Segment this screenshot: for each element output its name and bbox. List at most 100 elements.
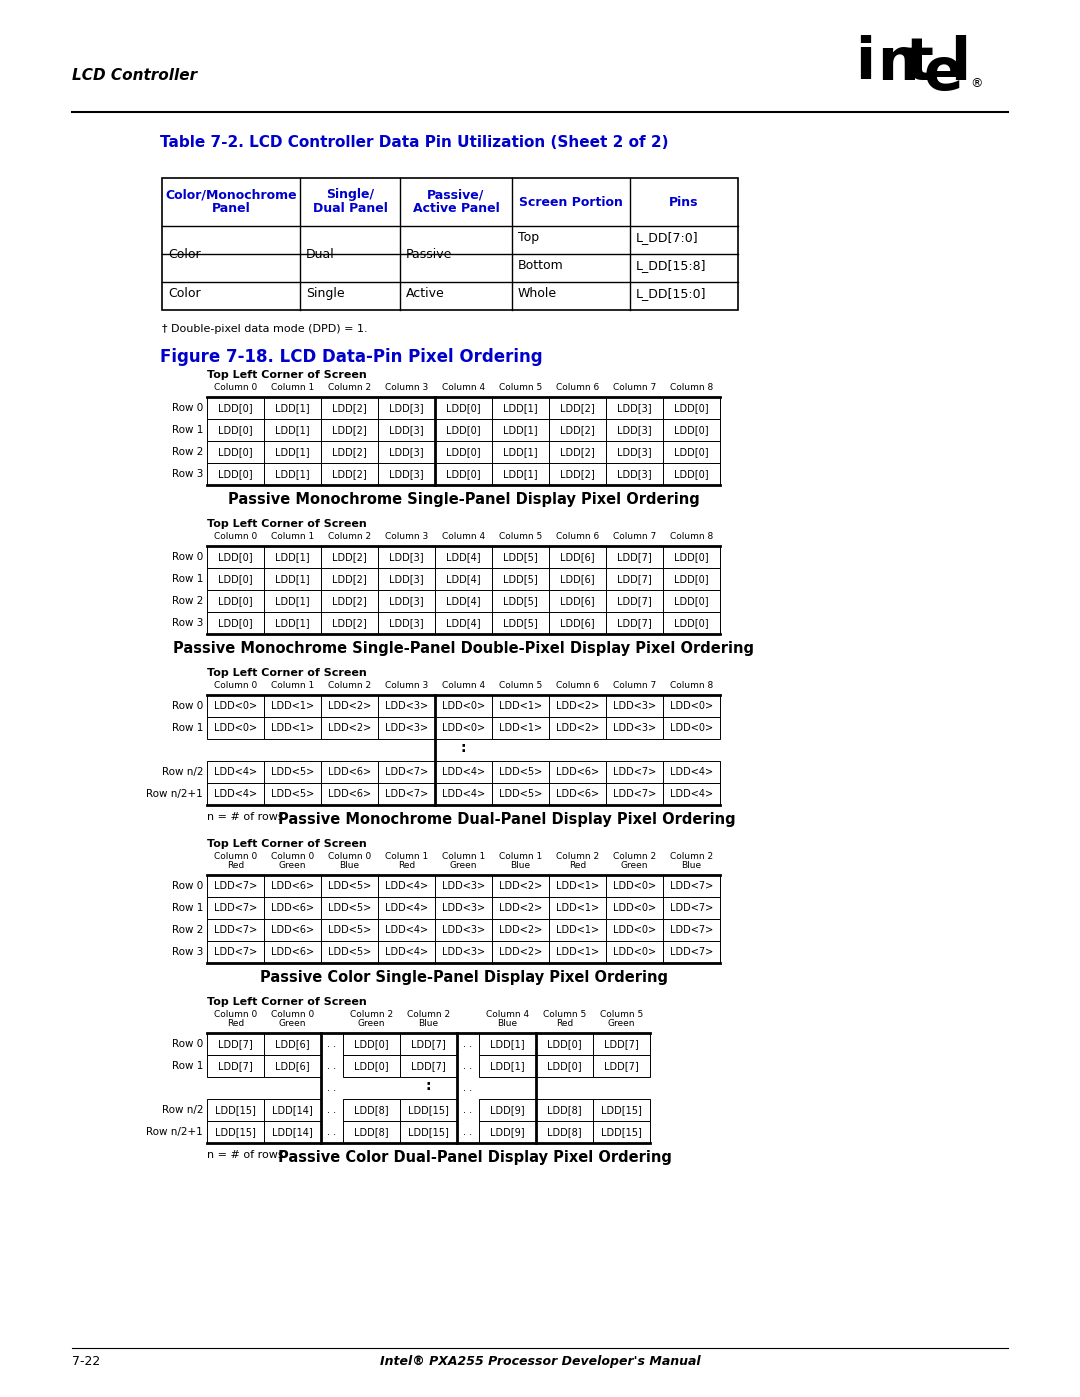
Text: LDD<0>: LDD<0> — [442, 701, 485, 711]
Text: LDD<3>: LDD<3> — [384, 724, 428, 733]
Bar — [663, 612, 720, 634]
Text: Row 1: Row 1 — [172, 902, 203, 914]
Text: Intel® PXA255 Processor Developer's Manual: Intel® PXA255 Processor Developer's Manu… — [380, 1355, 700, 1368]
Text: Row 3: Row 3 — [172, 469, 203, 479]
Text: LDD<2>: LDD<2> — [499, 925, 542, 935]
Text: Whole: Whole — [518, 286, 557, 300]
Text: LDD<7>: LDD<7> — [612, 767, 657, 777]
Text: Pins: Pins — [670, 196, 699, 210]
Text: Red: Red — [227, 861, 244, 870]
Text: LDD[0]: LDD[0] — [218, 402, 253, 414]
Text: LDD[0]: LDD[0] — [218, 574, 253, 584]
Text: LCD Controller: LCD Controller — [72, 68, 198, 82]
Text: Column 5: Column 5 — [499, 383, 542, 393]
Bar — [343, 1032, 400, 1055]
Text: Column 4: Column 4 — [442, 532, 485, 541]
Text: Passive Color Single-Panel Display Pixel Ordering: Passive Color Single-Panel Display Pixel… — [259, 970, 667, 985]
Text: Top Left Corner of Screen: Top Left Corner of Screen — [207, 997, 367, 1007]
Text: LDD[0]: LDD[0] — [446, 469, 481, 479]
Text: LDD[0]: LDD[0] — [674, 617, 708, 629]
Text: Column 2: Column 2 — [670, 852, 713, 861]
Bar — [321, 897, 378, 919]
Bar — [378, 694, 435, 717]
Bar — [400, 1099, 457, 1120]
Text: Blue: Blue — [511, 861, 530, 870]
Text: Top Left Corner of Screen: Top Left Corner of Screen — [207, 840, 367, 849]
Bar — [480, 1055, 536, 1077]
Text: LDD[3]: LDD[3] — [389, 402, 423, 414]
Bar — [321, 919, 378, 942]
Text: LDD[0]: LDD[0] — [354, 1060, 389, 1071]
Text: . .: . . — [327, 1060, 337, 1071]
Bar — [606, 397, 663, 419]
Bar — [606, 419, 663, 441]
Text: Blue: Blue — [498, 1018, 517, 1028]
Bar — [435, 919, 492, 942]
Text: LDD<7>: LDD<7> — [612, 789, 657, 799]
Bar — [663, 569, 720, 590]
Bar — [378, 782, 435, 805]
Text: LDD[1]: LDD[1] — [275, 574, 310, 584]
Text: Top: Top — [518, 231, 539, 244]
Text: LDD<6>: LDD<6> — [271, 947, 314, 957]
Text: LDD<6>: LDD<6> — [271, 902, 314, 914]
Text: LDD[0]: LDD[0] — [218, 597, 253, 606]
Text: Active: Active — [406, 286, 445, 300]
Text: Color/Monochrome: Color/Monochrome — [165, 189, 297, 201]
Text: LDD<6>: LDD<6> — [271, 882, 314, 891]
Bar — [663, 694, 720, 717]
Text: Column 7: Column 7 — [612, 383, 657, 393]
Text: Red: Red — [569, 861, 586, 870]
Text: † Double-pixel data mode (DPD) = 1.: † Double-pixel data mode (DPD) = 1. — [162, 324, 367, 334]
Text: Column 5: Column 5 — [599, 1010, 643, 1018]
Bar — [492, 397, 549, 419]
Text: LDD[3]: LDD[3] — [617, 402, 652, 414]
Bar — [549, 397, 606, 419]
Bar — [264, 397, 321, 419]
Bar — [207, 1032, 264, 1055]
Text: LDD[2]: LDD[2] — [561, 469, 595, 479]
Bar — [207, 1099, 264, 1120]
Bar — [663, 397, 720, 419]
Text: LDD[2]: LDD[2] — [333, 617, 367, 629]
Bar — [207, 419, 264, 441]
Text: Column 3: Column 3 — [384, 383, 428, 393]
Text: LDD<2>: LDD<2> — [328, 724, 372, 733]
Bar — [343, 1055, 400, 1077]
Text: LDD<0>: LDD<0> — [442, 724, 485, 733]
Text: Bottom: Bottom — [518, 258, 564, 272]
Bar — [549, 419, 606, 441]
Bar — [549, 782, 606, 805]
Bar — [435, 590, 492, 612]
Text: Red: Red — [556, 1018, 573, 1028]
Bar — [549, 590, 606, 612]
Text: Column 2: Column 2 — [328, 383, 372, 393]
Text: Column 2: Column 2 — [613, 852, 656, 861]
Bar — [378, 546, 435, 569]
Text: LDD<4>: LDD<4> — [214, 789, 257, 799]
Bar — [321, 441, 378, 462]
Text: LDD<0>: LDD<0> — [214, 724, 257, 733]
Text: Column 8: Column 8 — [670, 532, 713, 541]
Text: . .: . . — [463, 1127, 473, 1137]
Text: Column 1: Column 1 — [271, 532, 314, 541]
Text: LDD<7>: LDD<7> — [214, 882, 257, 891]
Text: LDD[3]: LDD[3] — [617, 447, 652, 457]
Text: Dual Panel: Dual Panel — [312, 203, 388, 215]
Bar — [606, 942, 663, 963]
Text: LDD<0>: LDD<0> — [613, 947, 656, 957]
Bar — [492, 612, 549, 634]
Bar — [549, 569, 606, 590]
Text: Screen Portion: Screen Portion — [519, 196, 623, 210]
Bar — [435, 612, 492, 634]
Bar — [435, 875, 492, 897]
Bar — [378, 441, 435, 462]
Text: LDD[3]: LDD[3] — [389, 469, 423, 479]
Text: LDD<5>: LDD<5> — [328, 947, 372, 957]
Bar — [549, 441, 606, 462]
Text: LDD<0>: LDD<0> — [670, 701, 713, 711]
Bar — [207, 462, 264, 485]
Bar — [378, 942, 435, 963]
Bar — [492, 569, 549, 590]
Bar — [207, 569, 264, 590]
